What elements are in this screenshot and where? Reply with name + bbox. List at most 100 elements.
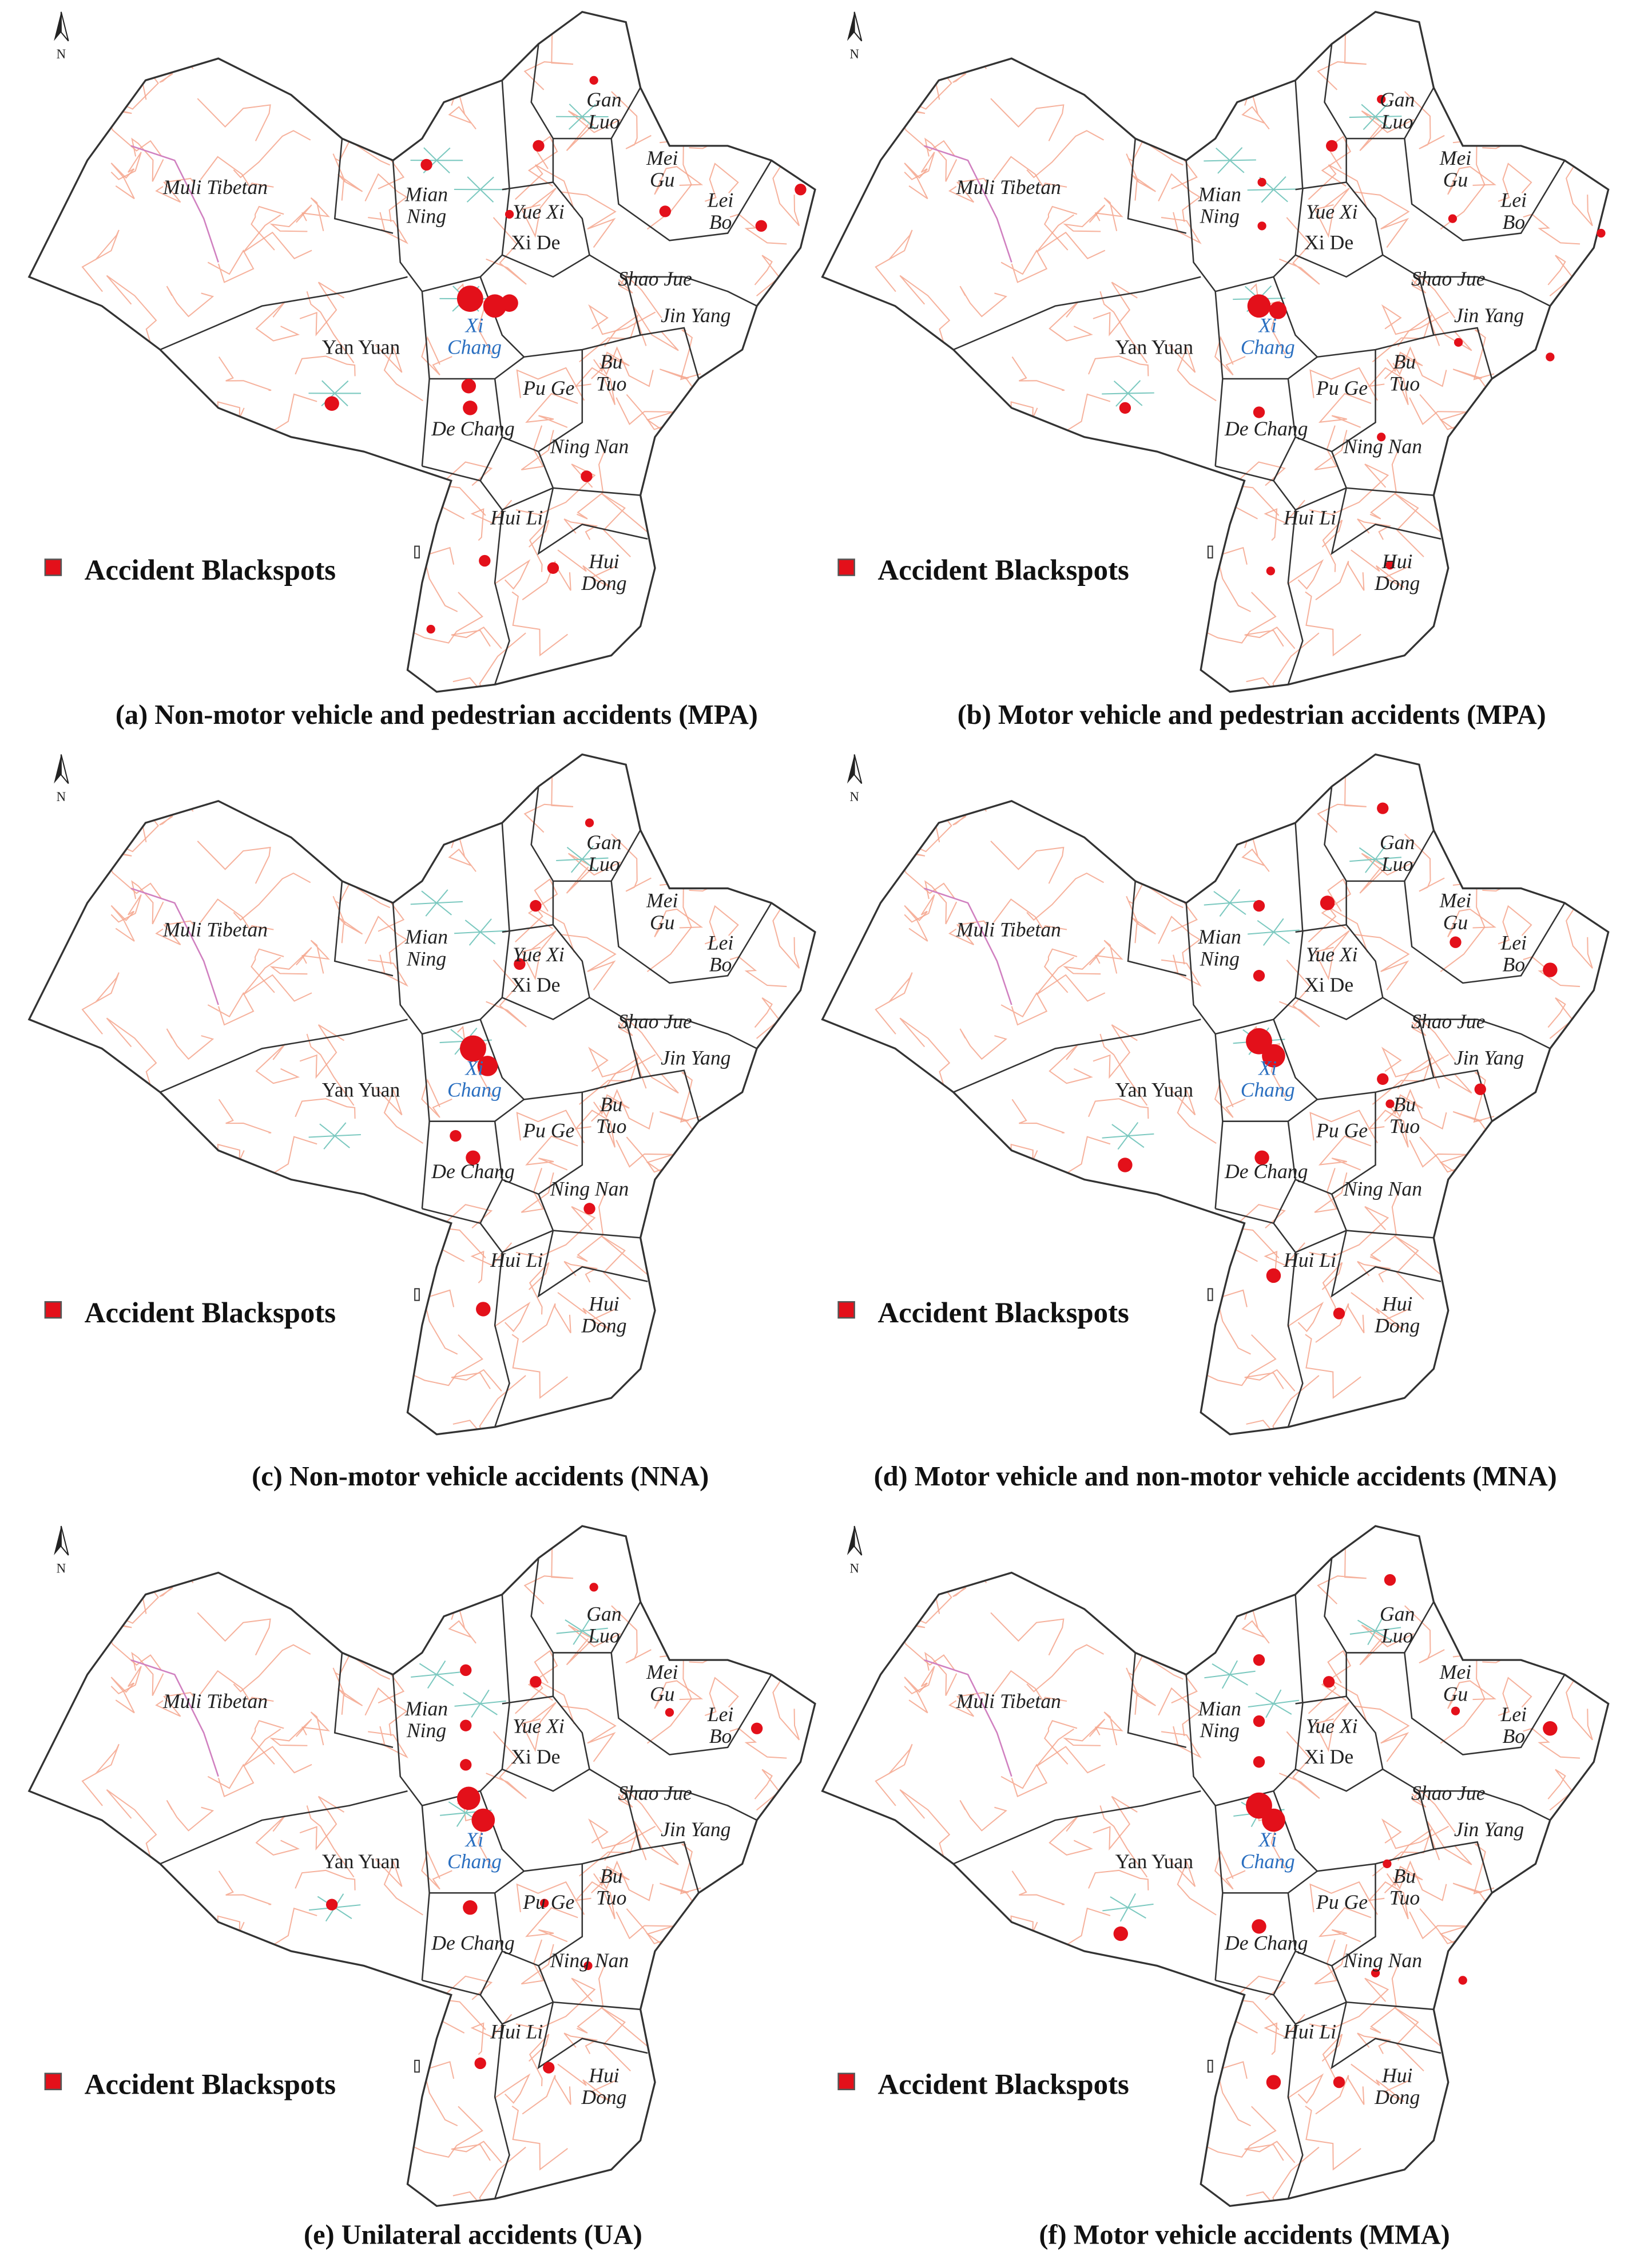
blackspot <box>505 209 514 219</box>
county-label: Xi De <box>511 1745 560 1768</box>
road <box>745 1540 799 1585</box>
road <box>1456 545 1538 589</box>
road <box>295 1869 356 1891</box>
road <box>1265 1703 1274 1718</box>
road <box>479 918 492 933</box>
county-label: Ning Nan <box>550 435 629 458</box>
road <box>1141 2068 1197 2138</box>
road <box>375 1858 423 1916</box>
blackspot <box>1262 1044 1285 1068</box>
road <box>709 1196 754 1224</box>
county-label: Dong <box>1374 2086 1420 2109</box>
road <box>222 1942 265 1999</box>
blackspot <box>460 1759 472 1771</box>
road <box>1158 915 1201 965</box>
county-label: Ning <box>1200 1719 1240 1742</box>
road <box>1041 775 1069 818</box>
county-label: Xi De <box>1304 231 1353 254</box>
road <box>1167 344 1217 402</box>
road <box>899 275 951 348</box>
road <box>1375 103 1388 117</box>
panel-caption: (a) Non-motor vehicle and pedestrian acc… <box>116 700 758 730</box>
road <box>1411 1017 1456 1061</box>
road <box>59 48 106 95</box>
blackspot <box>460 1719 472 1731</box>
road <box>1102 1212 1163 1259</box>
county-border <box>502 924 590 1020</box>
road <box>918 1125 962 1168</box>
island <box>414 545 420 558</box>
road <box>1539 1899 1583 1931</box>
road <box>1026 872 1104 921</box>
county-label: Gan <box>586 831 621 854</box>
road <box>1309 1206 1389 1258</box>
road <box>420 2019 465 2079</box>
road <box>734 508 763 518</box>
county-border <box>494 509 510 685</box>
road <box>566 1624 621 1666</box>
road <box>1566 1670 1593 1741</box>
road <box>448 92 476 130</box>
county-label: De Chang <box>431 1160 514 1183</box>
road <box>1049 1815 1093 1856</box>
road <box>451 2141 502 2163</box>
road <box>923 1904 975 1945</box>
road <box>400 1334 483 1386</box>
road <box>734 2022 763 2032</box>
county-label: Mei <box>1439 1660 1471 1683</box>
road <box>1456 1622 1515 1635</box>
blackspot <box>1118 1158 1133 1172</box>
blackspot <box>1333 2076 1345 2088</box>
road <box>736 1561 765 1604</box>
county-label: Lei <box>707 189 734 212</box>
county-label: Hui Li <box>490 2020 543 2043</box>
road <box>1372 1056 1432 1105</box>
road <box>121 1238 180 1298</box>
road <box>427 1674 438 1689</box>
road <box>1248 931 1274 935</box>
blackspot <box>456 286 483 312</box>
county-label: Shao Jue <box>1411 267 1486 290</box>
road <box>1461 617 1494 659</box>
blackspot <box>1269 302 1287 319</box>
road <box>486 217 527 285</box>
road <box>1448 1393 1524 1426</box>
road <box>721 754 799 811</box>
road <box>410 902 437 905</box>
road <box>319 1123 335 1136</box>
county-border <box>1295 924 1384 1020</box>
road <box>222 1170 265 1227</box>
county-label: Yan Yuan <box>322 1850 400 1873</box>
county-label: Yue Xi <box>513 200 565 223</box>
road <box>1041 33 1069 76</box>
county-label: Luo <box>1381 853 1413 875</box>
road <box>233 1644 311 1693</box>
road <box>1448 651 1524 683</box>
road <box>197 98 271 141</box>
county-label: Chang <box>447 1078 502 1101</box>
road <box>301 940 330 974</box>
county-border <box>1382 254 1551 307</box>
road <box>1473 329 1495 381</box>
road <box>1171 126 1198 189</box>
county-border <box>1273 1019 1434 1100</box>
county-label: Jin Yang <box>661 1818 730 1841</box>
road <box>1248 1703 1274 1708</box>
road <box>1309 1881 1378 1915</box>
road <box>1111 1124 1129 1136</box>
blackspot <box>540 1899 549 1908</box>
road <box>521 1702 557 1753</box>
road <box>1317 777 1367 833</box>
road <box>129 390 182 431</box>
road <box>741 1161 783 1229</box>
county-label: Gan <box>586 1602 621 1625</box>
road <box>948 1692 987 1717</box>
road <box>29 360 55 395</box>
north-label: N <box>57 790 66 804</box>
road <box>875 229 913 292</box>
road <box>1103 2137 1161 2155</box>
county-label: Xi <box>1257 1828 1277 1851</box>
county-label: Muli Tibetan <box>162 1690 268 1713</box>
